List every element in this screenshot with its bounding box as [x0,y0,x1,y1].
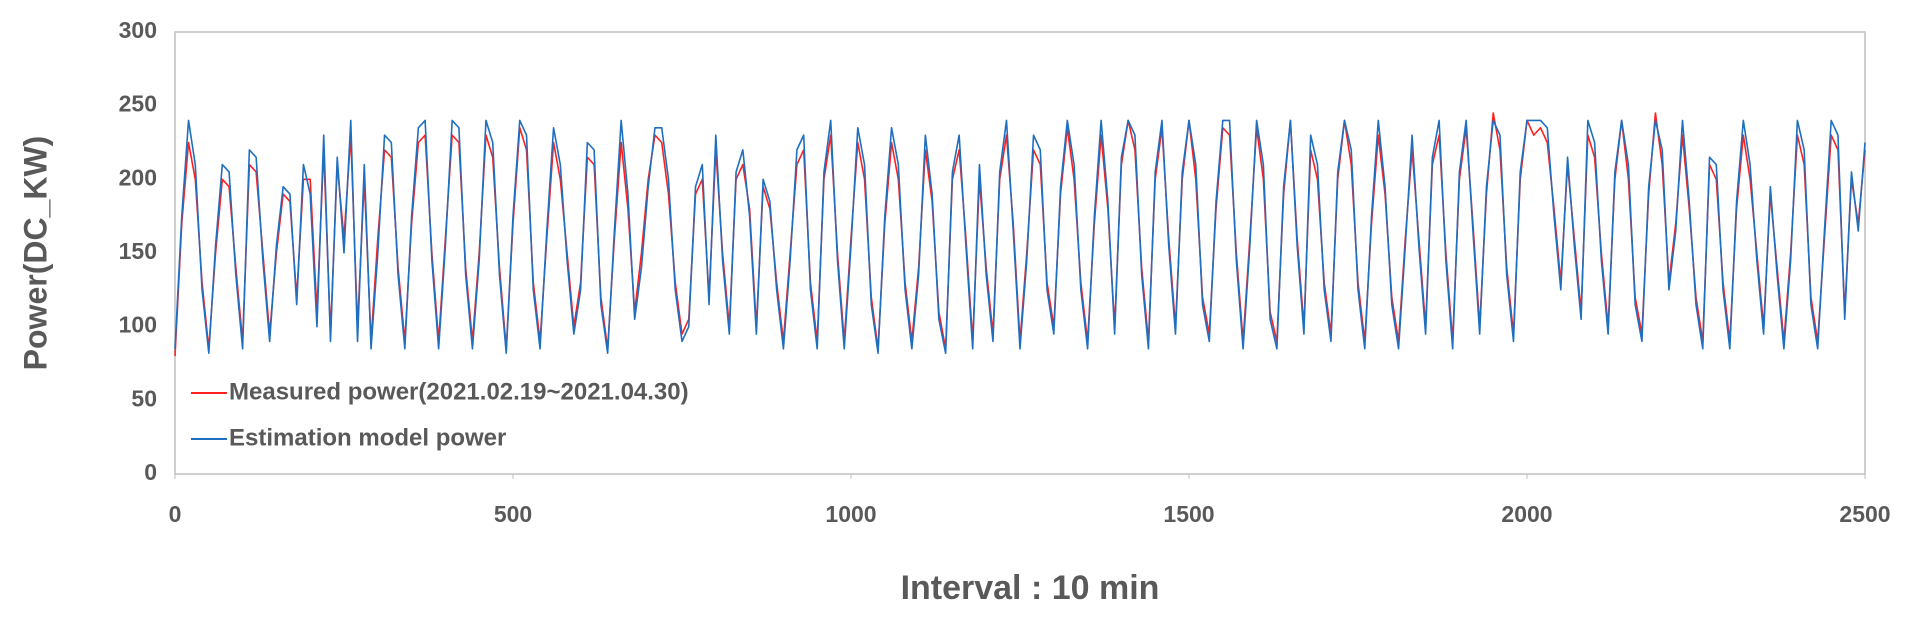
x-tick-label: 1500 [1163,501,1214,527]
y-tick-label: 100 [119,312,157,338]
y-tick-label: 50 [131,385,157,411]
y-tick-label: 200 [119,164,157,190]
y-tick-label: 250 [119,91,157,117]
x-tick-label: 2000 [1501,501,1552,527]
y-tick-label: 0 [144,459,157,485]
x-tick-label: 0 [169,501,182,527]
legend-label: Estimation model power [229,424,506,451]
legend-label: Measured power(2021.02.19~2021.04.30) [229,378,689,405]
x-tick-label: 2500 [1839,501,1890,527]
series-line [174,119,1866,354]
plot-frame [174,31,1866,475]
x-tick-label: 500 [494,501,532,527]
x-axis-label: Interval : 10 min [901,569,1160,607]
y-tick-label: 150 [119,238,157,264]
x-tick-label: 1000 [825,501,876,527]
y-tick-label: 300 [119,17,157,43]
y-axis-label: Power(DC_KW) [17,136,53,371]
